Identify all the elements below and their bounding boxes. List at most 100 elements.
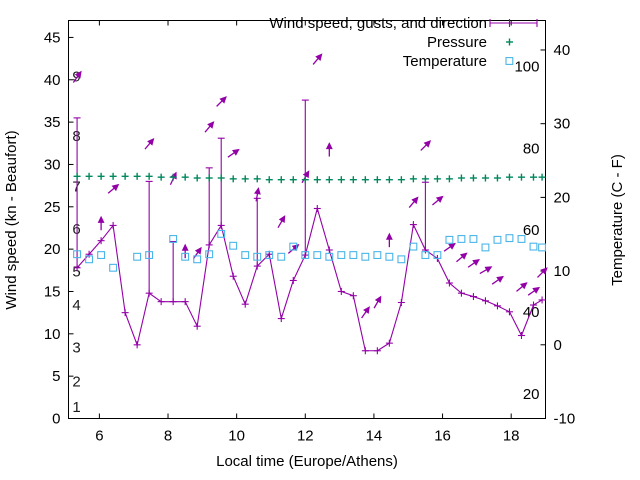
beaufort-label-4: 4 bbox=[72, 297, 80, 314]
temperature-marker bbox=[529, 242, 538, 251]
temperature-marker bbox=[169, 235, 178, 243]
wind-direction-head bbox=[74, 70, 82, 79]
y-tick-label: 25 bbox=[44, 199, 61, 216]
y2-axis-title: Temperature (C - F) bbox=[609, 154, 626, 286]
y-tick-label: 45 bbox=[44, 29, 61, 46]
wind-direction-head bbox=[519, 282, 528, 290]
beaufort-label-5: 5 bbox=[72, 263, 80, 280]
y2-tick-label: 10 bbox=[554, 263, 571, 280]
beaufort-label-6: 6 bbox=[72, 221, 80, 238]
temperature-marker bbox=[85, 255, 94, 264]
y-tick-label: 10 bbox=[44, 326, 61, 343]
temperature-marker bbox=[265, 251, 274, 260]
wind-direction-head bbox=[385, 232, 393, 240]
temperature-marker bbox=[397, 255, 406, 264]
wind-direction-head bbox=[325, 142, 333, 150]
temperature-marker bbox=[217, 229, 226, 238]
wind-direction-head bbox=[540, 267, 548, 275]
wind-direction-head bbox=[278, 215, 286, 223]
x-tick-label: 16 bbox=[434, 428, 451, 445]
wind-direction-head bbox=[448, 242, 456, 250]
wind-direction-head bbox=[254, 187, 261, 195]
temperature-marker bbox=[145, 251, 154, 260]
x-axis-title: Local time (Europe/Athens) bbox=[216, 453, 398, 470]
y2-tick-label: 20 bbox=[554, 189, 571, 206]
fahrenheit-label: 80 bbox=[523, 140, 540, 157]
x-tick-label: 6 bbox=[95, 428, 103, 445]
x-tick-label: 18 bbox=[503, 428, 520, 445]
temperature-marker bbox=[469, 235, 478, 243]
temperature-marker bbox=[337, 251, 346, 260]
temperature-marker bbox=[538, 243, 547, 252]
plot-frame bbox=[68, 20, 546, 419]
y-axis-title: Wind speed (kn - Beaufort) bbox=[3, 130, 20, 309]
y-tick-label: 5 bbox=[52, 368, 60, 385]
wind-direction-head bbox=[484, 266, 493, 273]
temperature-marker bbox=[301, 251, 310, 260]
temperature-marker bbox=[361, 252, 370, 261]
x-tick-label: 12 bbox=[297, 428, 314, 445]
wind-direction-head bbox=[207, 121, 215, 129]
temperature-marker bbox=[181, 252, 190, 261]
wind-direction-head bbox=[459, 252, 468, 260]
beaufort-label-3: 3 bbox=[72, 340, 80, 357]
temperature-marker bbox=[457, 235, 466, 243]
wind-direction-head bbox=[435, 195, 444, 203]
temperature-marker bbox=[325, 252, 334, 261]
y-tick-label: 20 bbox=[44, 241, 61, 258]
legend-label-wind: Wind speed, gusts, and direction bbox=[269, 15, 487, 32]
temperature-marker bbox=[445, 235, 454, 244]
wind-direction-head bbox=[472, 258, 480, 266]
fahrenheit-label: 40 bbox=[523, 304, 540, 321]
temperature-marker bbox=[313, 251, 322, 260]
x-tick-label: 14 bbox=[366, 428, 383, 445]
temperature-marker bbox=[241, 251, 250, 260]
temperature-marker bbox=[109, 263, 118, 272]
temperature-marker bbox=[133, 252, 142, 261]
y-tick-label: 0 bbox=[52, 411, 60, 428]
fahrenheit-label: 60 bbox=[523, 222, 540, 239]
temperature-marker bbox=[193, 255, 202, 264]
wind-direction-head bbox=[111, 183, 120, 192]
wind-direction-head bbox=[374, 295, 382, 304]
beaufort-label-7: 7 bbox=[72, 179, 80, 196]
temperature-marker bbox=[505, 234, 514, 243]
beaufort-label-1: 1 bbox=[72, 399, 80, 416]
fahrenheit-label: 100 bbox=[514, 58, 539, 75]
y2-tick-label: 0 bbox=[554, 337, 562, 354]
wind-direction-head bbox=[147, 138, 155, 146]
y2-tick-label: 30 bbox=[554, 116, 571, 133]
wind-direction-head bbox=[219, 96, 227, 104]
x-tick-label: 10 bbox=[228, 428, 245, 445]
legend-temperature-marker bbox=[505, 57, 514, 65]
temperature-marker bbox=[73, 250, 82, 259]
beaufort-label-8: 8 bbox=[72, 128, 80, 145]
temperature-marker bbox=[421, 251, 430, 260]
temperature-marker bbox=[349, 251, 358, 260]
y-tick-label: 15 bbox=[44, 283, 61, 300]
temperature-marker bbox=[481, 243, 490, 252]
temperature-marker bbox=[385, 252, 394, 261]
y2-tick-label: -10 bbox=[554, 411, 576, 428]
fahrenheit-label: 20 bbox=[523, 386, 540, 403]
temperature-marker bbox=[493, 235, 502, 244]
wind-direction-head bbox=[194, 246, 202, 255]
x-tick-label: 8 bbox=[164, 428, 172, 445]
wind-direction-head bbox=[496, 275, 505, 283]
temperature-marker bbox=[373, 251, 382, 260]
y-tick-label: 35 bbox=[44, 114, 61, 131]
wind-direction-head bbox=[423, 140, 432, 148]
temperature-marker bbox=[229, 241, 238, 250]
beaufort-label-2: 2 bbox=[72, 373, 80, 390]
y-tick-label: 30 bbox=[44, 156, 61, 173]
temperature-marker bbox=[253, 252, 262, 261]
temperature-marker bbox=[277, 252, 286, 261]
legend-label-pressure: Pressure bbox=[427, 34, 487, 51]
wind-direction-head bbox=[363, 306, 370, 314]
temperature-marker bbox=[433, 251, 442, 260]
wind-speed-line bbox=[76, 206, 543, 352]
legend-label-temperature: Temperature bbox=[403, 53, 487, 70]
y-tick-label: 40 bbox=[44, 72, 61, 89]
